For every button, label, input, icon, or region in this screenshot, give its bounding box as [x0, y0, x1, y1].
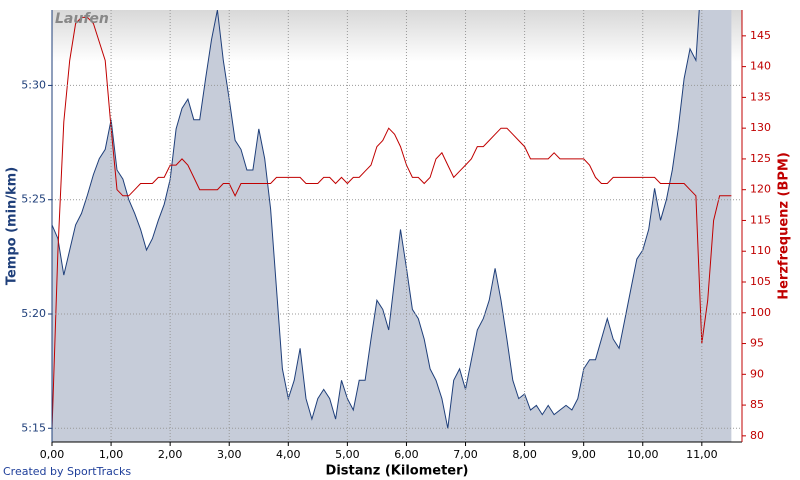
plot: [52, 10, 732, 442]
x-axis-title: Distanz (Kilometer): [326, 464, 469, 479]
y2-tick-label: 120: [750, 183, 771, 196]
y2-tick-label: 105: [750, 275, 771, 288]
x-tick-label: 2,00: [158, 448, 183, 461]
tempo-line: [52, 10, 700, 429]
y2-tick-label: 100: [750, 306, 771, 319]
y2-tick-label: 80: [750, 429, 764, 442]
y2-tick-label: 85: [750, 398, 764, 411]
y2-tick-label: 115: [750, 213, 771, 226]
x-tick-label: 4,00: [276, 448, 301, 461]
y2-tick-label: 140: [750, 60, 771, 73]
y2-tick-label: 145: [750, 29, 771, 42]
x-tick-label: 5,00: [335, 448, 360, 461]
y-axis-title: Tempo (min/km): [5, 167, 20, 285]
y-tick-label: 5:30: [21, 78, 46, 91]
y2-axis-title: Herzfrequenz (BPM): [777, 152, 792, 300]
y2-tick-label: 110: [750, 244, 771, 257]
heart-rate-line: [52, 16, 732, 430]
x-tick-label: 6,00: [394, 448, 419, 461]
tempo-area: [52, 10, 732, 442]
x-tick-label: 1,00: [99, 448, 124, 461]
y-tick-label: 5:25: [21, 193, 46, 206]
x-tick-label: 0,00: [40, 448, 65, 461]
x-tick-label: 3,00: [217, 448, 242, 461]
x-tick-label: 9,00: [571, 448, 596, 461]
y2-tick-label: 125: [750, 152, 771, 165]
y2-tick-label: 90: [750, 367, 764, 380]
y2-tick-label: 95: [750, 337, 764, 350]
x-tick-label: 10,00: [627, 448, 659, 461]
y2-tick-label: 135: [750, 90, 771, 103]
chart-title: Laufen: [55, 11, 109, 27]
x-tick-label: 11,00: [686, 448, 718, 461]
y-tick-label: 5:15: [21, 421, 46, 434]
axes: 0,00 1,00 2,00 3,00 4,00 5,00 6,00 7,00 8,00 9,00…: [21, 10, 771, 461]
y2-tick-label: 130: [750, 121, 771, 134]
y-tick-label: 5:20: [21, 307, 46, 320]
credit: Created by SportTracks: [3, 465, 131, 478]
x-tick-label: 8,00: [512, 448, 537, 461]
x-tick-label: 7,00: [453, 448, 478, 461]
